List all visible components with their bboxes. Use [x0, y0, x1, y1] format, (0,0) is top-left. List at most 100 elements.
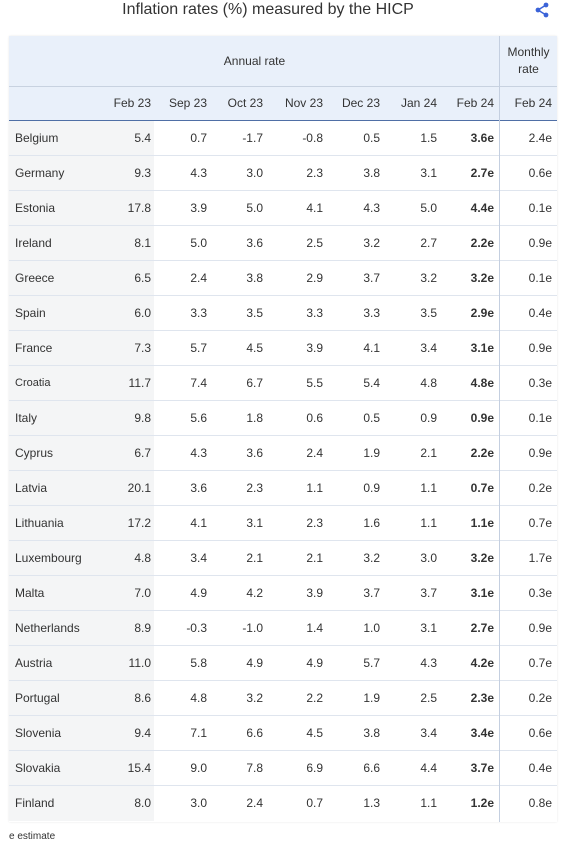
table-row: Luxembourg 4.8 3.4 2.1 2.1 3.2 3.0 3.2e 1.7e: [9, 541, 557, 576]
monthly-rate-value: 0.1e: [528, 201, 552, 215]
annual-rate-value: 2.2e: [470, 446, 494, 460]
share-icon[interactable]: [533, 1, 551, 19]
annual-rate-value: 4.3: [190, 446, 207, 460]
annual-rate-value: 1.8: [246, 411, 263, 425]
annual-rate-value: 5.4: [134, 131, 151, 145]
table-row: Slovenia 9.4 7.1 6.6 4.5 3.8 3.4 3.4e 0.6e: [9, 716, 557, 751]
annual-rate-value: 4.8: [420, 376, 437, 390]
annual-rate-value: 9.0: [190, 761, 207, 775]
row-divider: [9, 575, 557, 576]
annual-rate-value: 5.5: [306, 376, 323, 390]
annual-rate-value: 6.7: [134, 446, 151, 460]
annual-rate-value: 1.1e: [470, 516, 494, 530]
row-divider: [9, 610, 557, 611]
annual-rate-value: 8.9: [134, 621, 151, 635]
annual-rate-value: 1.6: [363, 516, 380, 530]
table-row: Latvia 20.1 3.6 2.3 1.1 0.9 1.1 0.7e 0.2e: [9, 471, 557, 506]
annual-rate-value: 0.7e: [470, 481, 494, 495]
annual-rate-value: 3.2e: [470, 271, 494, 285]
monthly-rate-value: 0.8e: [528, 796, 552, 810]
annual-rate-value: 7.3: [134, 341, 151, 355]
column-header: Feb 23: [113, 96, 151, 110]
row-divider: [9, 260, 557, 261]
annual-rate-value: 2.9: [306, 271, 323, 285]
annual-rate-value: 1.9: [363, 446, 380, 460]
table-row: Austria 11.0 5.8 4.9 4.9 5.7 4.3 4.2e 0.7e: [9, 646, 557, 681]
table-row: Germany 9.3 4.3 3.0 2.3 3.8 3.1 2.7e 0.6e: [9, 156, 557, 191]
annual-rate-value: 1.1: [306, 481, 323, 495]
annual-rate-value: 2.3e: [470, 691, 494, 705]
annual-rate-value: 5.0: [190, 236, 207, 250]
country-name: Portugal: [9, 681, 154, 716]
annual-rate-value: 5.4: [363, 376, 380, 390]
monthly-rate-value: 0.3e: [528, 376, 552, 390]
annual-rate-value: 2.2: [306, 691, 323, 705]
country-name: Latvia: [9, 471, 154, 506]
country-name: Austria: [9, 646, 154, 681]
monthly-rate-value: 0.9e: [528, 341, 552, 355]
row-divider: [9, 750, 557, 751]
row-divider: [9, 505, 557, 506]
monthly-rate-header: Monthly rate: [500, 44, 557, 78]
annual-rate-value: 7.0: [134, 586, 151, 600]
table-row: France 7.3 5.7 4.5 3.9 4.1 3.4 3.1e 0.9e: [9, 331, 557, 366]
row-divider: [9, 785, 557, 786]
country-name: Estonia: [9, 191, 154, 226]
country-name: Finland: [9, 786, 154, 821]
column-header: Sep 23: [168, 96, 207, 110]
column-header: Dec 23: [341, 96, 380, 110]
annual-rate-value: 3.1: [420, 621, 437, 635]
annual-rate-value: 3.5: [246, 306, 263, 320]
row-divider: [9, 645, 557, 646]
country-name: Belgium: [9, 121, 154, 156]
column-header: Feb 24: [456, 96, 494, 110]
table-row: Cyprus 6.7 4.3 3.6 2.4 1.9 2.1 2.2e 0.9e: [9, 436, 557, 471]
annual-rate-value: 7.8: [246, 761, 263, 775]
annual-rate-value: 2.2e: [470, 236, 494, 250]
annual-rate-value: 6.0: [134, 306, 151, 320]
annual-rate-value: 17.8: [127, 201, 151, 215]
country-name: Netherlands: [9, 611, 154, 646]
annual-rate-value: 3.3: [363, 306, 380, 320]
table-row: Slovakia 15.4 9.0 7.8 6.9 6.6 4.4 3.7e 0.4e: [9, 751, 557, 786]
annual-rate-value: 2.3: [246, 481, 263, 495]
hicp-table: Annual rate Monthly rate Feb 23 Sep 23 O…: [9, 36, 557, 822]
annual-rate-value: 9.3: [134, 166, 151, 180]
annual-rate-value: 1.2e: [470, 796, 494, 810]
annual-rate-value: 4.1: [190, 516, 207, 530]
column-header: Feb 24: [514, 96, 552, 110]
annual-rate-value: 3.9: [190, 201, 207, 215]
annual-rate-value: -1.0: [242, 621, 263, 635]
annual-rate-value: 0.5: [363, 131, 380, 145]
column-header-row: Feb 23 Sep 23 Oct 23 Nov 23 Dec 23 Jan 2…: [9, 86, 557, 120]
annual-rate-value: 6.6: [246, 726, 263, 740]
monthly-rate-value: 0.4e: [528, 761, 552, 775]
annual-rate-value: 6.5: [134, 271, 151, 285]
table-row: Greece 6.5 2.4 3.8 2.9 3.7 3.2 3.2e 0.1e: [9, 261, 557, 296]
annual-rate-value: 4.1: [306, 201, 323, 215]
monthly-rate-value: 0.6e: [528, 166, 552, 180]
annual-rate-value: 3.9: [306, 341, 323, 355]
annual-rate-value: 3.2: [363, 551, 380, 565]
country-name: Lithuania: [9, 506, 154, 541]
annual-rate-value: 0.9: [420, 411, 437, 425]
country-name: Cyprus: [9, 436, 154, 471]
annual-rate-value: 8.1: [134, 236, 151, 250]
annual-rate-value: 2.1: [246, 551, 263, 565]
table-row: Malta 7.0 4.9 4.2 3.9 3.7 3.7 3.1e 0.3e: [9, 576, 557, 611]
annual-rate-value: 2.4: [190, 271, 207, 285]
annual-rate-value: -0.8: [302, 131, 323, 145]
table-row: Belgium 5.4 0.7 -1.7 -0.8 0.5 1.5 3.6e 2.4e: [9, 121, 557, 156]
row-divider: [9, 295, 557, 296]
annual-rate-value: 4.1: [363, 341, 380, 355]
annual-rate-value: 11.7: [128, 376, 151, 390]
annual-rate-value: 3.1e: [470, 341, 494, 355]
annual-rate-value: 4.9: [306, 656, 323, 670]
annual-rate-value: 6.7: [246, 376, 263, 390]
table-row: Italy 9.8 5.6 1.8 0.6 0.5 0.9 0.9e 0.1e: [9, 401, 557, 436]
annual-rate-value: 4.8: [190, 691, 207, 705]
table-row: Netherlands 8.9 -0.3 -1.0 1.4 1.0 3.1 2.7e 0.9e: [9, 611, 557, 646]
table-row: Finland 8.0 3.0 2.4 0.7 1.3 1.1 1.2e 0.8e: [9, 786, 557, 821]
country-name: Slovenia: [9, 716, 154, 751]
annual-rate-value: 3.5: [420, 306, 437, 320]
